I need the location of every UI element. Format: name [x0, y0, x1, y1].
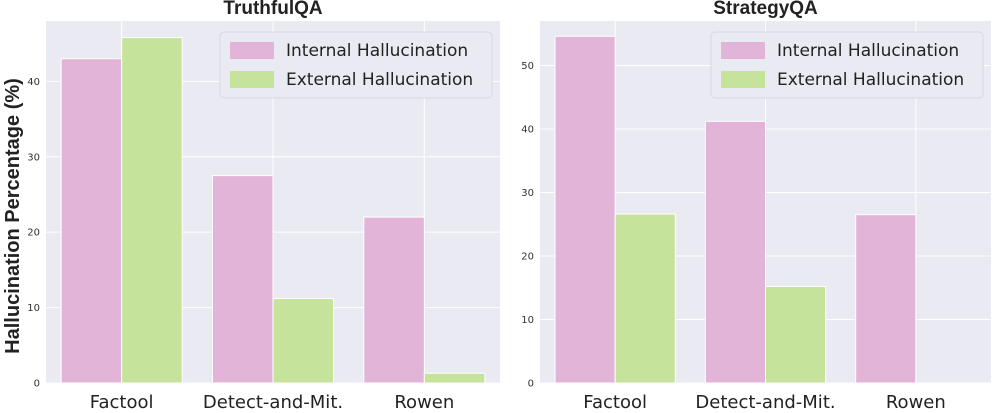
strategyqa-bar-internal-rowen — [855, 214, 917, 384]
chart-strategyqa: 0 10 20 30 40 50 Factool Detect-and-Mit. Rowen St… — [521, 0, 991, 413]
truthfulqa-legend-swatch-internal — [230, 42, 274, 59]
strategyqa-ytick-label: 40 — [521, 124, 534, 135]
strategyqa-ytick-label: 20 — [521, 251, 534, 262]
strategyqa-ytick-label: 10 — [521, 315, 534, 326]
truthfulqa-bar-external-factool — [121, 37, 183, 384]
truthfulqa-legend-box — [219, 31, 493, 99]
strategyqa-bar-external-factool — [614, 213, 676, 384]
truthfulqa-bar-external-detect-and-mit- — [272, 298, 335, 384]
truthfulqa-bar-internal-factool — [60, 58, 123, 384]
truthfulqa-ytick-label: 20 — [27, 228, 40, 239]
truthfulqa-ytick-label: 10 — [27, 303, 40, 314]
truthfulqa-legend-swatch-external — [230, 71, 274, 88]
truthfulqa-legend-label-external: External Hallucination — [286, 70, 473, 90]
strategyqa-bar-internal-detect-and-mit- — [704, 120, 766, 384]
strategyqa-bar-external-detect-and-mit- — [765, 285, 827, 384]
truthfulqa-bar-internal-detect-and-mit- — [211, 175, 274, 384]
strategyqa-legend: Internal Hallucination External Hallucina… — [710, 31, 984, 99]
strategyqa-ytick-label: 50 — [521, 61, 534, 72]
truthfulqa-bar-external-rowen — [423, 372, 486, 384]
truthfulqa-legend-label-internal: Internal Hallucination — [286, 41, 468, 61]
strategyqa-xtick-label: Detect-and-Mit. — [695, 392, 835, 413]
strategyqa-xtick-label: Factool — [583, 392, 647, 413]
truthfulqa-legend: Internal Hallucination External Hallucina… — [219, 31, 493, 99]
truthfulqa-xtick-label: Rowen — [394, 392, 454, 413]
truthfulqa-ytick-label: 40 — [27, 77, 40, 88]
truthfulqa-ytick-label: 30 — [27, 152, 40, 163]
strategyqa-ytick-label: 0 — [528, 379, 534, 390]
strategyqa-legend-label-internal: Internal Hallucination — [777, 41, 959, 61]
strategyqa-legend-swatch-internal — [721, 42, 765, 59]
strategyqa-legend-box — [710, 31, 984, 99]
truthfulqa-xtick-label: Factool — [90, 392, 154, 413]
truthfulqa-ytick-label: 0 — [34, 379, 40, 390]
strategyqa-bar-internal-factool — [554, 35, 616, 384]
chart-truthfulqa: 0 10 20 30 40 Factool Detect-and-Mit. Rowen Trut… — [27, 0, 500, 413]
strategyqa-legend-swatch-external — [721, 71, 765, 88]
strategyqa-ytick-label: 30 — [521, 188, 534, 199]
strategyqa-title: StrategyQA — [713, 0, 818, 19]
truthfulqa-title: TruthfulQA — [223, 0, 322, 19]
strategyqa-legend-label-external: External Hallucination — [777, 70, 964, 90]
truthfulqa-xtick-label: Detect-and-Mit. — [203, 392, 343, 413]
truthfulqa-bar-internal-rowen — [363, 216, 425, 384]
strategyqa-xtick-label: Rowen — [886, 392, 946, 413]
y-axis-label: Hallucination Percentage (%) — [2, 78, 24, 354]
